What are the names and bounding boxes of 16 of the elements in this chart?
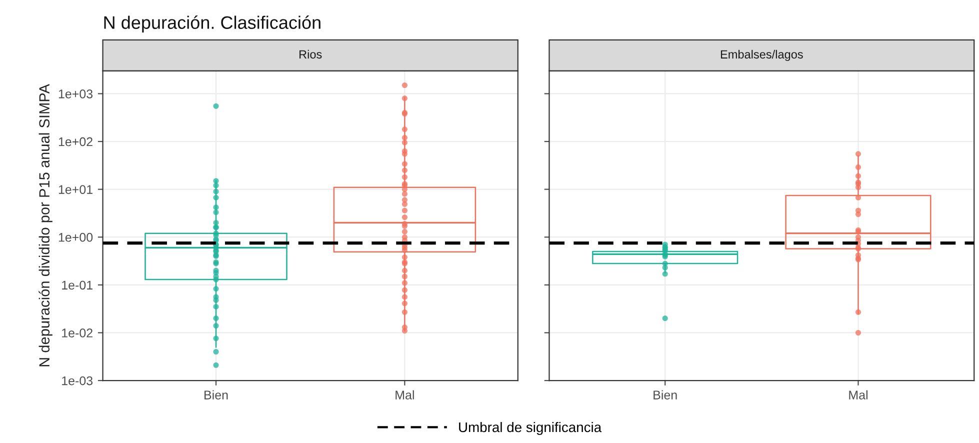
x-tick-label: Bien: [654, 390, 677, 400]
y-tick-label: 1e+01: [58, 185, 92, 194]
x-tick-label: Bien: [204, 390, 228, 400]
x-tick-label: Mal: [396, 390, 414, 400]
chart-subtitle: Rios: [300, 50, 322, 59]
x-tick-label: Mal: [849, 390, 868, 400]
y-tick-label: 1e+03: [58, 89, 93, 98]
legend-label: Umbral de significancia: [459, 422, 602, 435]
chart-subtitle: Embalses/lagos: [720, 50, 803, 61]
y-axis-title: N depuración dividido por P15 anual SIMPA: [38, 84, 52, 366]
y-tick-label: 1e+00: [58, 232, 93, 242]
y-tick-label: 1e-03: [62, 376, 93, 386]
chart-title: N depuración. Clasificación: [104, 16, 320, 33]
y-tick-label: 1e-02: [62, 328, 92, 338]
y-tick-label: 1e-01: [62, 280, 92, 290]
y-tick-label: 1e+02: [58, 137, 92, 146]
